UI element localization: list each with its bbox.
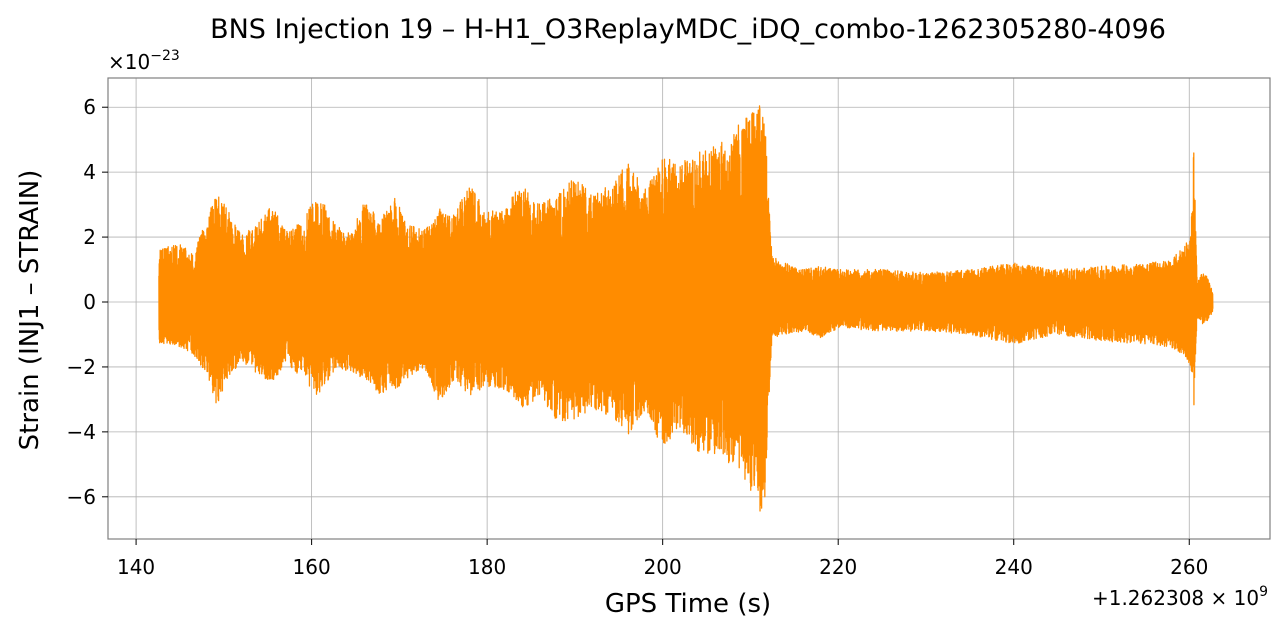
x-tick-label: 140: [117, 555, 155, 579]
y-axis-ticks: −6 −4 −2 0 2 4 6: [67, 95, 108, 509]
y-tick-label: 4: [83, 160, 96, 184]
strain-series: [158, 105, 1214, 512]
x-tick-label: 240: [995, 555, 1033, 579]
y-tick-label: −2: [67, 355, 96, 379]
y-scale-label: ×10−23: [108, 48, 180, 74]
x-tick-label: 200: [644, 555, 682, 579]
x-axis-ticks: 140 160 180 200 220 240 260: [117, 539, 1208, 579]
y-tick-label: −6: [67, 485, 96, 509]
y-tick-label: 2: [83, 225, 96, 249]
x-tick-label: 160: [293, 555, 331, 579]
y-axis-label: Strain (INJ1 – STRAIN): [15, 170, 45, 451]
strain-line: [158, 105, 1214, 512]
chart-title: BNS Injection 19 – H-H1_O3ReplayMDC_iDQ_…: [210, 14, 1166, 45]
y-tick-label: 6: [83, 95, 96, 119]
x-tick-label: 260: [1170, 555, 1208, 579]
x-tick-label: 180: [468, 555, 506, 579]
x-axis-label: GPS Time (s): [605, 589, 771, 619]
y-tick-label: −4: [67, 420, 96, 444]
x-tick-label: 220: [819, 555, 857, 579]
y-tick-label: 0: [83, 290, 96, 314]
x-offset-label: +1.262308 × 109: [1092, 584, 1268, 610]
plot-frame: [107, 77, 1271, 540]
